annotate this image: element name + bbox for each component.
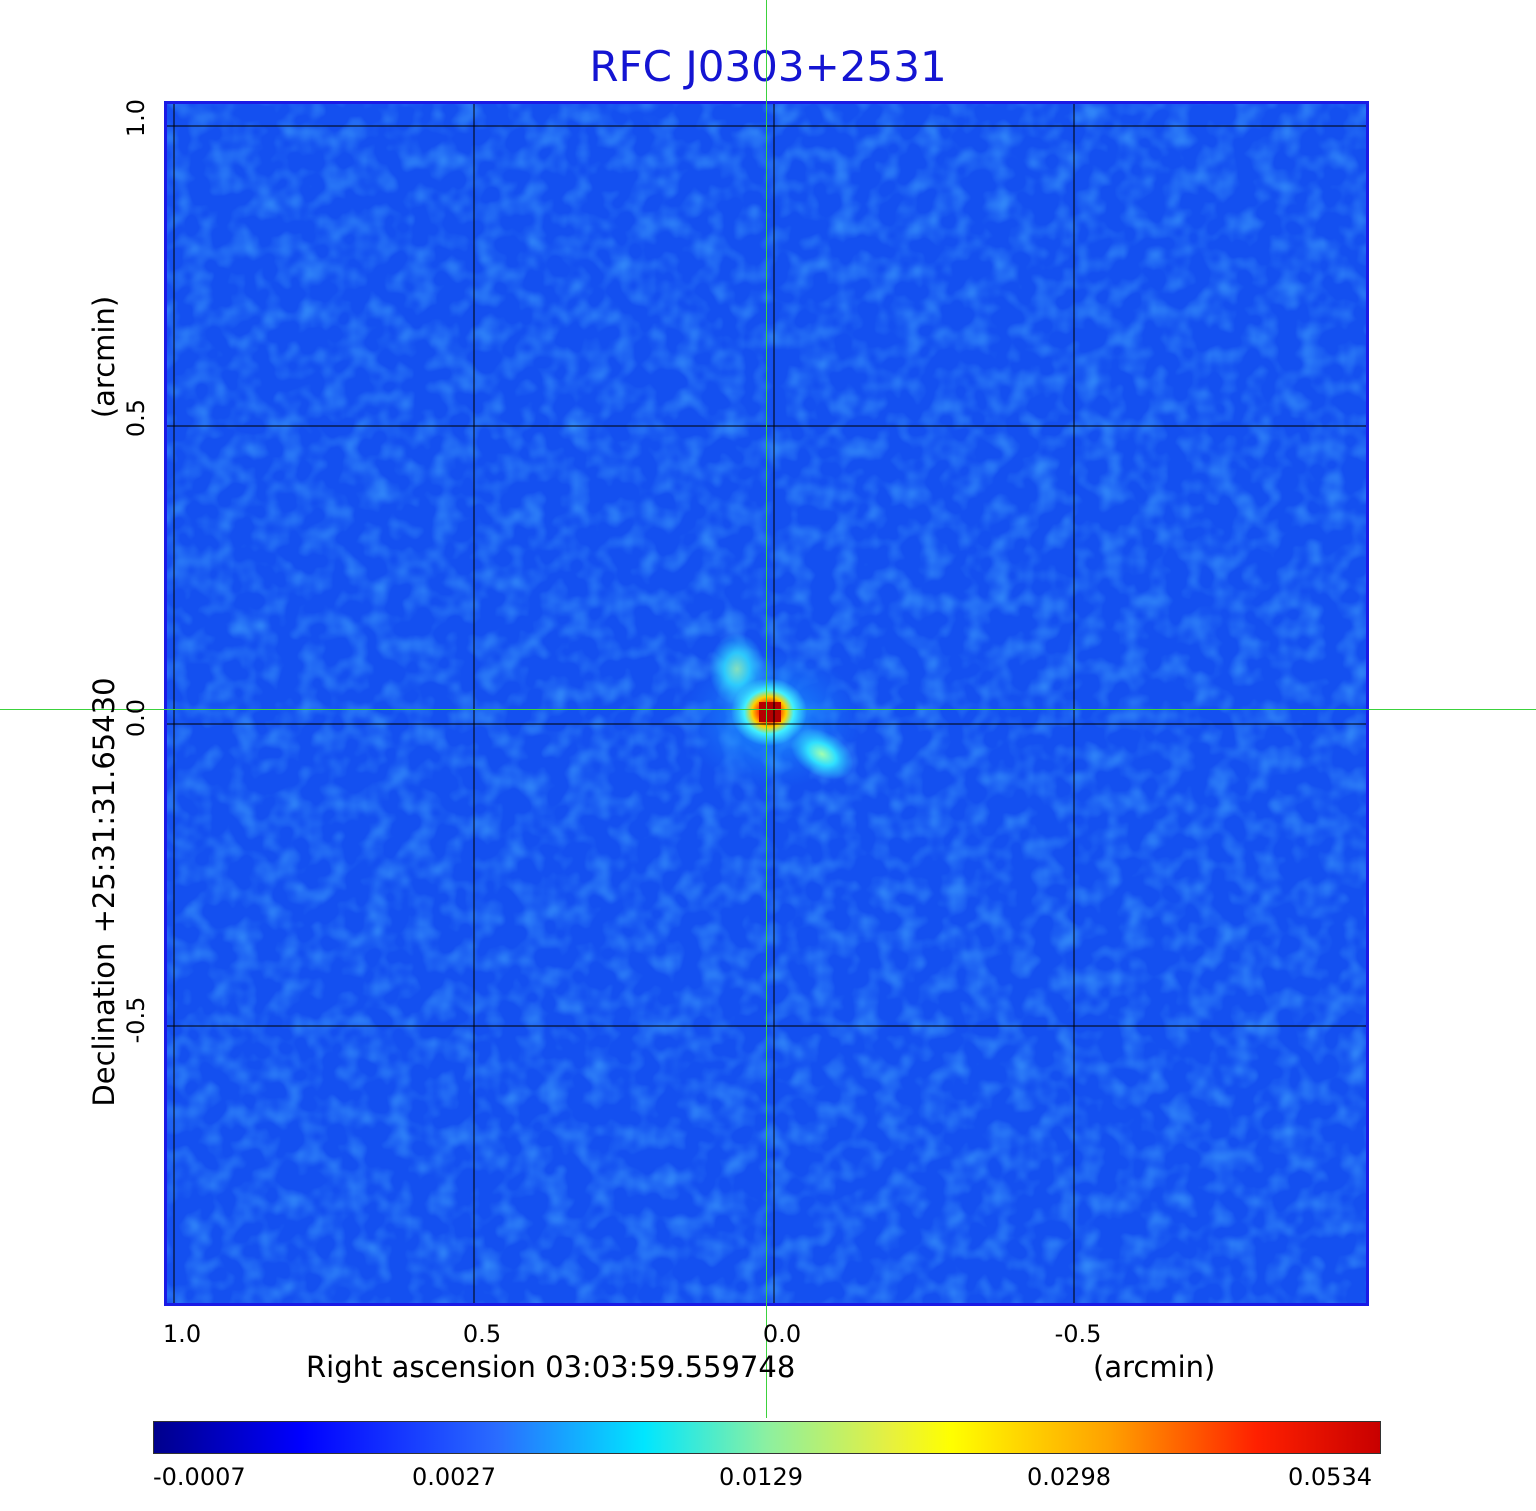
colorbar: [153, 1421, 1381, 1454]
colorbar-tick-label: 0.0027: [412, 1463, 496, 1491]
jet-component-south: [790, 728, 854, 780]
y-tick-label: 0.0: [122, 698, 150, 738]
colorbar-tick-label: 0.0534: [1288, 1463, 1372, 1491]
y-axis-unit: (arcmin): [87, 295, 121, 419]
x-axis-unit: (arcmin): [1093, 1350, 1216, 1384]
y-tick-label: 0.5: [122, 398, 150, 438]
colorbar-tick-label: 0.0298: [1027, 1463, 1111, 1491]
y-tick-label: 1.0: [122, 98, 150, 138]
x-tick-label: -0.5: [1054, 1320, 1102, 1348]
x-tick-label: 0.5: [462, 1320, 502, 1348]
colorbar-tick-label: -0.0007: [153, 1463, 246, 1491]
x-axis-label: Right ascension 03:03:59.559748: [306, 1350, 796, 1384]
x-tick-label: 0.0: [762, 1320, 802, 1348]
image-title: RFC J0303+2531: [589, 42, 947, 91]
y-axis-label: Declination +25:31:31.65430: [87, 677, 121, 1107]
core-peak-pixel: [759, 702, 781, 722]
colorbar-tick-label: 0.0129: [719, 1463, 803, 1491]
crosshair-horizontal: [0, 709, 1536, 710]
x-tick-label: 1.0: [162, 1320, 202, 1348]
y-tick-label: -0.5: [122, 996, 150, 1044]
